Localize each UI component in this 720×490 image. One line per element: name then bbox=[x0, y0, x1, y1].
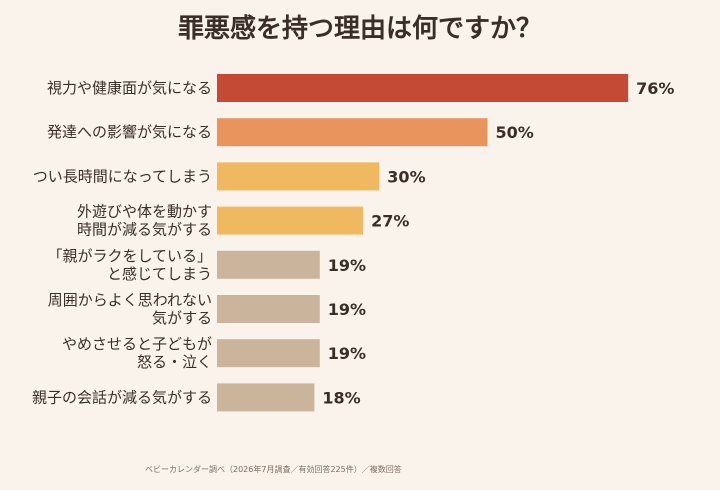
bar-6 bbox=[217, 295, 320, 323]
bar-5 bbox=[217, 250, 320, 279]
bar-8 bbox=[217, 383, 315, 412]
category-label-6: 周囲からよく思われない気がする bbox=[48, 291, 212, 327]
bar-2 bbox=[217, 118, 488, 147]
category-label-4: 外遊びや体を動かす時間が減る気がする bbox=[77, 203, 212, 239]
value-labels: 76% 50% 30% 27% 19% 19% 19% 18% bbox=[322, 79, 674, 407]
value-label-4: 27% bbox=[371, 212, 409, 231]
value-label-2: 50% bbox=[496, 123, 534, 142]
bar-3 bbox=[217, 162, 380, 191]
value-label-8: 18% bbox=[322, 388, 360, 407]
category-label-7: やめさせると子どもが怒る・泣く bbox=[62, 335, 212, 371]
bar-7 bbox=[217, 339, 320, 368]
value-label-6: 19% bbox=[328, 300, 366, 319]
category-label-3: つい長時間になってしまう bbox=[33, 167, 212, 185]
bars bbox=[217, 74, 629, 412]
category-label-8: 親子の会話が減る気がする bbox=[32, 388, 212, 406]
category-label-2: 発達への影響が気になる bbox=[47, 123, 212, 141]
value-label-5: 19% bbox=[328, 256, 366, 275]
value-label-7: 19% bbox=[328, 344, 366, 363]
source-note: ベビーカレンダー調べ（2026年7月調査／有効回答225件）／複数回答 bbox=[145, 465, 402, 474]
category-labels: 視力や健康面が気になる発達への影響が気になるつい長時間になってしまう外遊びや体を… bbox=[32, 79, 212, 406]
bar-4 bbox=[217, 206, 364, 235]
category-label-5: 「親がラクをしている」と感じてしまう bbox=[47, 247, 212, 283]
bar-1 bbox=[217, 74, 629, 102]
value-label-1: 76% bbox=[636, 79, 674, 98]
chart-title: 罪悪感を持つ理由は何ですか？ bbox=[177, 14, 542, 44]
category-label-1: 視力や健康面が気になる bbox=[47, 79, 212, 97]
value-label-3: 30% bbox=[387, 167, 425, 186]
